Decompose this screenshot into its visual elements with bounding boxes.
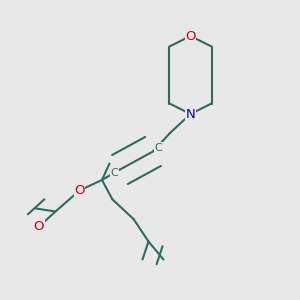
Text: N: N	[186, 107, 195, 121]
Text: O: O	[34, 220, 44, 233]
Text: C: C	[154, 143, 162, 153]
Text: O: O	[74, 184, 85, 197]
Text: O: O	[185, 29, 196, 43]
Text: C: C	[111, 168, 119, 178]
